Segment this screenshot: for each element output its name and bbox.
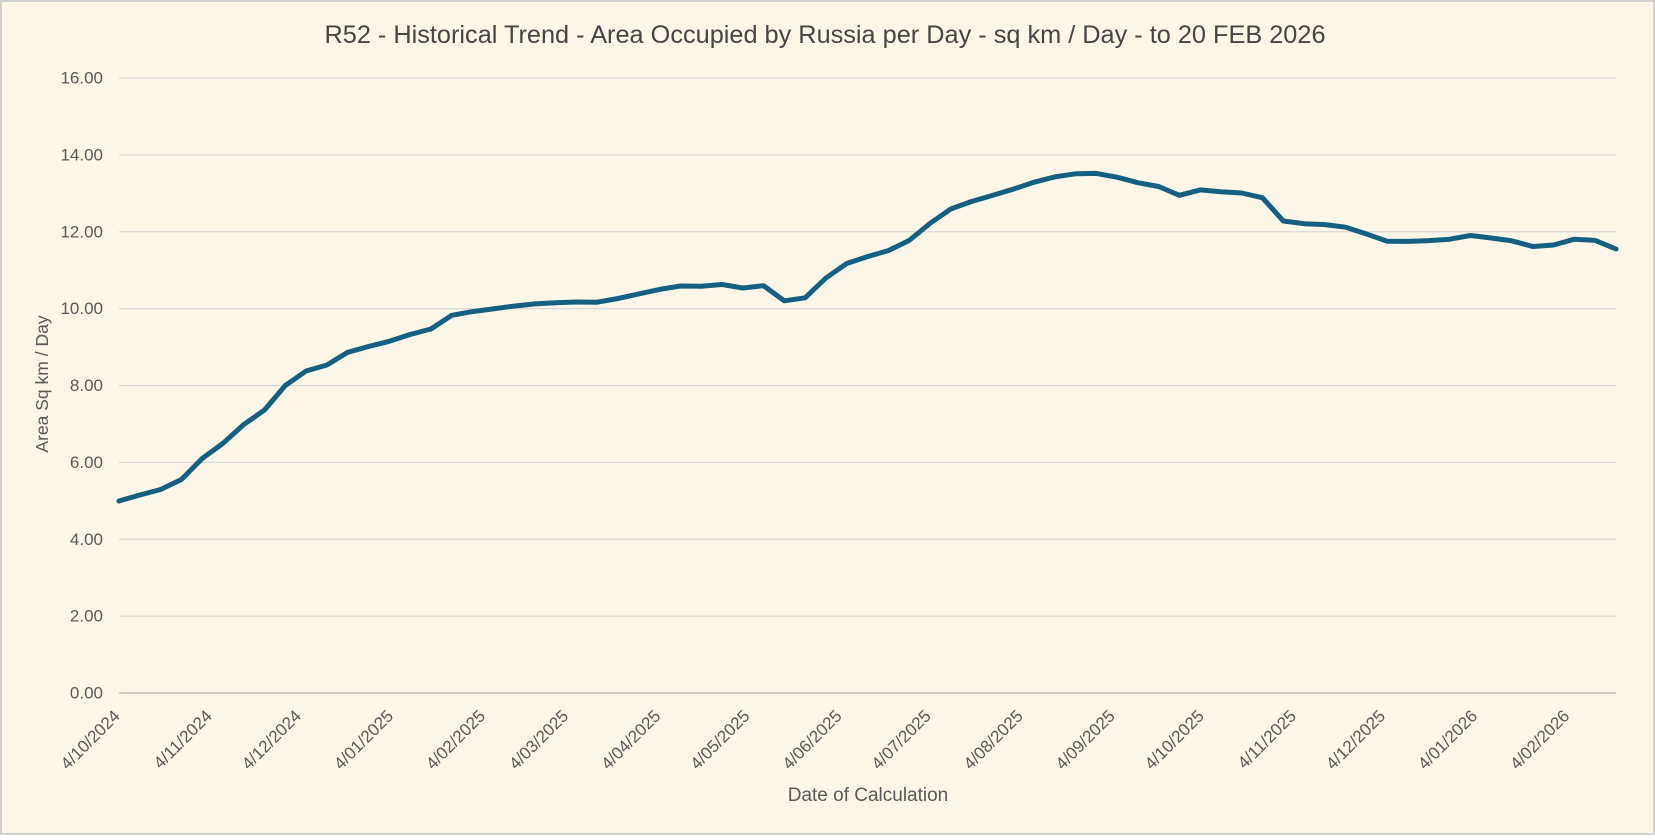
svg-text:10.00: 10.00 [60, 299, 103, 318]
svg-text:12.00: 12.00 [60, 222, 103, 241]
svg-text:14.00: 14.00 [60, 145, 103, 164]
svg-text:0.00: 0.00 [70, 684, 103, 703]
svg-text:6.00: 6.00 [70, 453, 103, 472]
svg-text:4.00: 4.00 [70, 530, 103, 549]
svg-text:Date of Calculation: Date of Calculation [788, 785, 949, 806]
svg-text:R52 - Historical Trend - Area: R52 - Historical Trend - Area Occupied b… [324, 21, 1325, 49]
svg-text:2.00: 2.00 [70, 607, 103, 626]
svg-text:16.00: 16.00 [60, 69, 103, 88]
svg-text:Area Sq km / Day: Area Sq km / Day [32, 315, 52, 452]
svg-text:8.00: 8.00 [70, 376, 103, 395]
